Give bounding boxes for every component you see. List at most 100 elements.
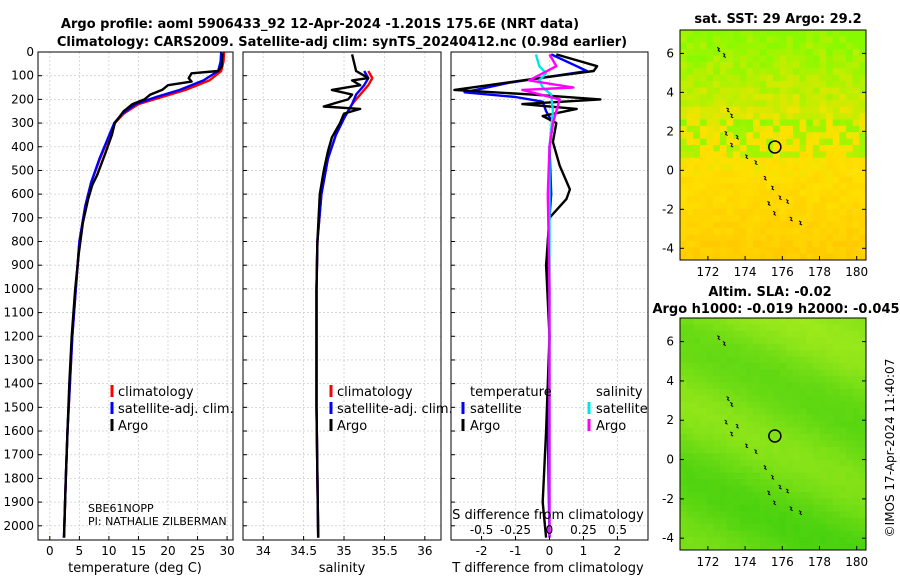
heatmap-cell <box>826 55 834 63</box>
heatmap-cell <box>699 466 707 474</box>
island-coastline <box>772 500 777 506</box>
heatmap-cell <box>686 401 694 409</box>
heatmap-cell <box>733 55 741 63</box>
heatmap-cell <box>746 157 754 165</box>
heatmap-cell <box>733 189 741 197</box>
heatmap-cell <box>766 382 774 390</box>
heatmap-cell <box>826 376 834 383</box>
heatmap-cell <box>693 511 701 519</box>
heatmap-cell <box>739 228 747 235</box>
heatmap-cell <box>739 151 747 159</box>
heatmap-cell <box>799 356 807 364</box>
heatmap-cell <box>846 55 854 63</box>
heatmap-cell <box>719 350 727 358</box>
temperature-grid <box>38 51 233 540</box>
heatmap-cell <box>759 537 767 544</box>
heatmap-cell <box>693 215 701 223</box>
heatmap-cell <box>799 517 807 525</box>
heatmap-cell <box>746 388 754 396</box>
heatmap-cell <box>719 36 727 44</box>
heatmap-cell <box>699 504 707 512</box>
heatmap-cell <box>699 363 707 370</box>
heatmap-cell <box>693 337 701 345</box>
heatmap-cell <box>746 113 754 120</box>
heatmap-cell <box>680 202 688 210</box>
island-coastline <box>716 47 721 52</box>
heatmap-cell <box>739 369 747 377</box>
series-line <box>62 53 224 538</box>
heatmap-cell <box>693 498 701 506</box>
heatmap-cell <box>746 176 754 184</box>
heatmap-cell <box>733 106 741 114</box>
heatmap-cell <box>832 472 840 480</box>
heatmap-cell <box>706 343 714 351</box>
heatmap-cell <box>713 324 721 332</box>
heatmap-cell <box>733 350 741 358</box>
heatmap-cell <box>819 228 827 235</box>
heatmap-cell <box>699 189 707 197</box>
heatmap-cell <box>706 145 714 152</box>
heatmap-cell <box>773 318 781 325</box>
heatmap-cell <box>693 164 701 171</box>
heatmap-cell <box>699 215 707 223</box>
heatmap-cell <box>706 421 714 428</box>
heatmap-cell <box>759 36 767 44</box>
heatmap-cell <box>826 363 834 370</box>
heatmap-cell <box>839 240 847 248</box>
heatmap-cell <box>706 369 714 377</box>
heatmap-cell <box>753 132 761 140</box>
heatmap-cell <box>846 176 854 184</box>
heatmap-cell <box>832 356 840 364</box>
salinity-axes-box <box>242 51 442 541</box>
heatmap-cell <box>766 253 774 261</box>
series-line <box>315 70 370 538</box>
heatmap-cell <box>799 459 807 467</box>
map-tick-label-x: 172 <box>696 555 719 569</box>
heatmap-cell <box>680 176 688 184</box>
heatmap-cell <box>766 61 774 69</box>
heatmap-cell <box>773 234 781 242</box>
heatmap-cell <box>680 414 688 422</box>
heatmap-cell <box>680 221 688 229</box>
heatmap-cell <box>839 343 847 351</box>
heatmap-cell <box>693 100 701 108</box>
heatmap-cell <box>799 472 807 480</box>
heatmap-cell <box>686 343 694 351</box>
heatmap-cell <box>719 479 727 486</box>
heatmap-cell <box>746 427 754 435</box>
heatmap-cell <box>739 498 747 506</box>
island-coastline <box>798 510 803 516</box>
heatmap-cell <box>806 202 814 210</box>
salinity-xlabel: salinity <box>319 561 366 576</box>
heatmap-cell <box>812 221 820 229</box>
heatmap-cell <box>719 189 727 197</box>
heatmap-cell <box>713 318 721 325</box>
heatmap-cell <box>699 459 707 467</box>
heatmap-cell <box>773 100 781 108</box>
heatmap-cell <box>806 511 814 519</box>
heatmap-cell <box>726 511 734 519</box>
heatmap-cell <box>812 138 820 146</box>
heatmap-cell <box>799 537 807 544</box>
heatmap-cell <box>726 74 734 82</box>
heatmap-cell <box>806 30 814 37</box>
island-coastline <box>716 335 721 341</box>
heatmap-cell <box>699 151 707 159</box>
heatmap-cell <box>806 215 814 223</box>
heatmap-cell <box>719 113 727 120</box>
heatmap-cell <box>779 49 787 56</box>
heatmap-cell <box>733 157 741 165</box>
heatmap-cell <box>832 36 840 44</box>
heatmap-cell <box>680 253 688 261</box>
heatmap-cell <box>832 382 840 390</box>
heatmap-cell <box>699 55 707 63</box>
heatmap-cell <box>792 55 800 63</box>
heatmap-cell <box>719 81 727 88</box>
heatmap-cell <box>786 196 794 203</box>
heatmap-cell <box>852 517 860 525</box>
heatmap-cell <box>846 376 854 383</box>
heatmap-cell <box>680 401 688 409</box>
heatmap-cell <box>846 479 854 486</box>
heatmap-cell <box>759 87 767 95</box>
